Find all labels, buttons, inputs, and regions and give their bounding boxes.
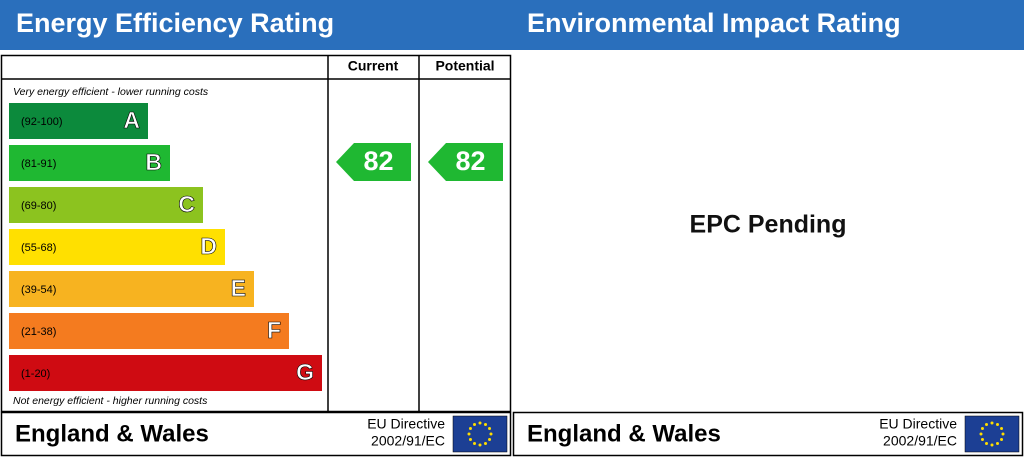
directive: 2002/91/EC bbox=[371, 433, 445, 449]
eu-star bbox=[990, 443, 994, 447]
eu-star bbox=[488, 438, 492, 441]
band-range: (55-68) bbox=[21, 242, 56, 254]
eu-star bbox=[996, 422, 999, 426]
panel-title: Environmental Impact Rating bbox=[527, 8, 901, 38]
header-bar bbox=[0, 0, 512, 50]
rating-arrow bbox=[336, 143, 411, 181]
band-letter: F bbox=[267, 317, 281, 343]
eu-star bbox=[467, 432, 471, 436]
eu-star bbox=[1000, 427, 1004, 430]
eu-flag bbox=[452, 415, 508, 453]
region: England & Wales bbox=[15, 420, 209, 447]
band-range: (92-100) bbox=[21, 116, 63, 128]
eu-star bbox=[489, 432, 493, 436]
directive: EU Directive bbox=[879, 416, 957, 432]
band-letter: E bbox=[231, 275, 246, 301]
band-letter: D bbox=[200, 233, 217, 259]
column-header: Potential bbox=[435, 58, 494, 74]
rating-band bbox=[9, 229, 225, 265]
rating-band bbox=[9, 313, 289, 349]
eu-star bbox=[985, 442, 988, 446]
eu-star bbox=[980, 427, 984, 430]
directive: 2002/91/EC bbox=[883, 433, 957, 449]
rating-band bbox=[9, 271, 254, 307]
column-header: Current bbox=[348, 58, 399, 74]
band-letter: C bbox=[178, 191, 195, 217]
band-range: (21-38) bbox=[21, 326, 56, 338]
eu-star bbox=[996, 442, 999, 446]
footer-frame bbox=[0, 411, 512, 457]
top-note: Very energy efficient - lower running co… bbox=[13, 86, 209, 98]
rating-score: 82 bbox=[455, 146, 485, 176]
footer-frame bbox=[512, 411, 1024, 457]
rating-arrow bbox=[428, 143, 503, 181]
eu-star bbox=[484, 442, 487, 446]
rating-score: 82 bbox=[363, 146, 393, 176]
rating-band bbox=[9, 103, 148, 139]
band-letter: A bbox=[123, 107, 140, 133]
band-range: (1-20) bbox=[21, 368, 50, 380]
eu-star bbox=[990, 421, 994, 425]
eu-star bbox=[478, 421, 482, 425]
band-letter: G bbox=[296, 359, 314, 385]
eu-star bbox=[1000, 438, 1004, 441]
rating-band bbox=[9, 187, 203, 223]
eu-star bbox=[1001, 432, 1005, 436]
rating-band bbox=[9, 145, 170, 181]
band-range: (81-91) bbox=[21, 158, 56, 170]
eu-star bbox=[468, 438, 472, 441]
eu-star bbox=[488, 427, 492, 430]
band-range: (69-80) bbox=[21, 200, 56, 212]
region: England & Wales bbox=[527, 420, 721, 447]
pending-message: EPC Pending bbox=[690, 211, 847, 239]
band-range: (39-54) bbox=[21, 284, 56, 296]
eu-star bbox=[473, 442, 476, 446]
eu-star bbox=[980, 438, 984, 441]
eu-star bbox=[478, 443, 482, 447]
directive: EU Directive bbox=[367, 416, 445, 432]
bottom-note: Not energy efficient - higher running co… bbox=[13, 395, 208, 407]
eu-star bbox=[468, 427, 472, 430]
eu-star bbox=[979, 432, 983, 436]
header-bar bbox=[512, 0, 1024, 50]
table-frame bbox=[0, 54, 512, 413]
eu-star bbox=[473, 422, 476, 426]
eu-flag bbox=[964, 415, 1020, 453]
rating-band bbox=[9, 355, 322, 391]
eu-star bbox=[985, 422, 988, 426]
panel-title: Energy Efficiency Rating bbox=[16, 8, 334, 38]
band-letter: B bbox=[145, 149, 162, 175]
eu-star bbox=[484, 422, 487, 426]
